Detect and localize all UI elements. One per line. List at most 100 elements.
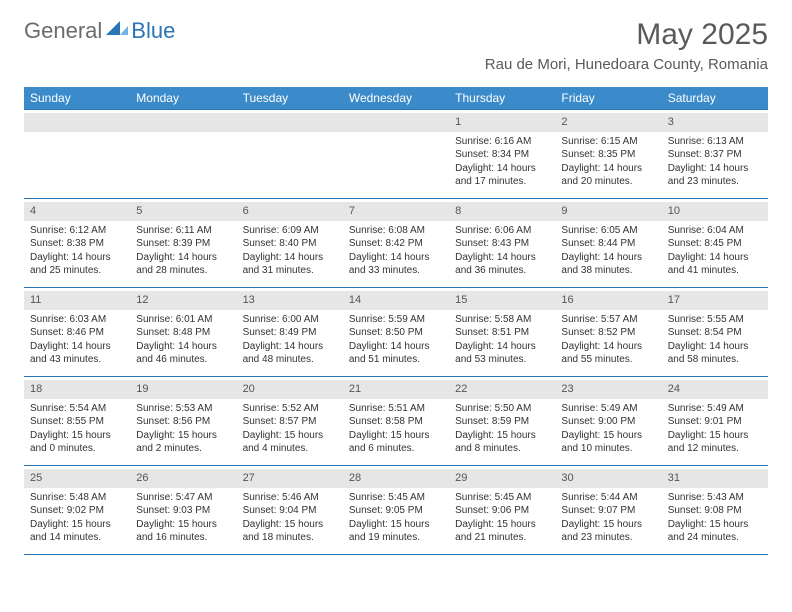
daylight-text: Daylight: 14 hours and 36 minutes. bbox=[455, 251, 549, 278]
daylight-text: Daylight: 15 hours and 18 minutes. bbox=[243, 518, 337, 545]
daylight-text: Daylight: 15 hours and 8 minutes. bbox=[455, 429, 549, 456]
day-header-tuesday: Tuesday bbox=[237, 87, 343, 109]
day-number: 17 bbox=[662, 291, 768, 310]
sunrise-text: Sunrise: 5:58 AM bbox=[455, 313, 549, 327]
daylight-text: Daylight: 15 hours and 19 minutes. bbox=[349, 518, 443, 545]
daylight-text: Daylight: 15 hours and 0 minutes. bbox=[30, 429, 124, 456]
day-header-monday: Monday bbox=[130, 87, 236, 109]
daylight-text: Daylight: 14 hours and 33 minutes. bbox=[349, 251, 443, 278]
sunrise-text: Sunrise: 5:48 AM bbox=[30, 491, 124, 505]
sunrise-text: Sunrise: 5:49 AM bbox=[668, 402, 762, 416]
day-number: 16 bbox=[555, 291, 661, 310]
daylight-text: Daylight: 15 hours and 4 minutes. bbox=[243, 429, 337, 456]
day-number: 1 bbox=[449, 113, 555, 132]
calendar-cell: 17Sunrise: 5:55 AMSunset: 8:54 PMDayligh… bbox=[662, 288, 768, 376]
daylight-text: Daylight: 14 hours and 43 minutes. bbox=[30, 340, 124, 367]
header: General Blue May 2025 Rau de Mori, Huned… bbox=[24, 18, 768, 73]
day-number: 13 bbox=[237, 291, 343, 310]
day-number: 9 bbox=[555, 202, 661, 221]
sunrise-text: Sunrise: 5:53 AM bbox=[136, 402, 230, 416]
daylight-text: Daylight: 15 hours and 6 minutes. bbox=[349, 429, 443, 456]
sunset-text: Sunset: 9:04 PM bbox=[243, 504, 337, 518]
sunset-text: Sunset: 9:05 PM bbox=[349, 504, 443, 518]
day-header-wednesday: Wednesday bbox=[343, 87, 449, 109]
day-number: 30 bbox=[555, 469, 661, 488]
week-row: 1Sunrise: 6:16 AMSunset: 8:34 PMDaylight… bbox=[24, 109, 768, 198]
sunrise-text: Sunrise: 5:54 AM bbox=[30, 402, 124, 416]
day-number: 26 bbox=[130, 469, 236, 488]
logo-text-general: General bbox=[24, 18, 102, 44]
day-number: 24 bbox=[662, 380, 768, 399]
sunrise-text: Sunrise: 5:50 AM bbox=[455, 402, 549, 416]
calendar-cell: 1Sunrise: 6:16 AMSunset: 8:34 PMDaylight… bbox=[449, 110, 555, 198]
daylight-text: Daylight: 15 hours and 23 minutes. bbox=[561, 518, 655, 545]
sunset-text: Sunset: 8:46 PM bbox=[30, 326, 124, 340]
day-header-sunday: Sunday bbox=[24, 87, 130, 109]
week-row: 25Sunrise: 5:48 AMSunset: 9:02 PMDayligh… bbox=[24, 465, 768, 554]
sunset-text: Sunset: 9:03 PM bbox=[136, 504, 230, 518]
sunrise-text: Sunrise: 6:06 AM bbox=[455, 224, 549, 238]
calendar-cell bbox=[343, 110, 449, 198]
sunset-text: Sunset: 8:40 PM bbox=[243, 237, 337, 251]
sunrise-text: Sunrise: 6:13 AM bbox=[668, 135, 762, 149]
sunset-text: Sunset: 8:48 PM bbox=[136, 326, 230, 340]
logo-triangle-icon bbox=[106, 19, 128, 35]
daylight-text: Daylight: 14 hours and 51 minutes. bbox=[349, 340, 443, 367]
sunset-text: Sunset: 9:06 PM bbox=[455, 504, 549, 518]
day-number: 6 bbox=[237, 202, 343, 221]
sunset-text: Sunset: 9:02 PM bbox=[30, 504, 124, 518]
calendar-cell: 24Sunrise: 5:49 AMSunset: 9:01 PMDayligh… bbox=[662, 377, 768, 465]
day-number: 23 bbox=[555, 380, 661, 399]
day-header-thursday: Thursday bbox=[449, 87, 555, 109]
day-number: 4 bbox=[24, 202, 130, 221]
title-block: May 2025 Rau de Mori, Hunedoara County, … bbox=[485, 18, 768, 73]
sunset-text: Sunset: 8:59 PM bbox=[455, 415, 549, 429]
calendar-cell: 15Sunrise: 5:58 AMSunset: 8:51 PMDayligh… bbox=[449, 288, 555, 376]
calendar-cell: 23Sunrise: 5:49 AMSunset: 9:00 PMDayligh… bbox=[555, 377, 661, 465]
sunset-text: Sunset: 8:43 PM bbox=[455, 237, 549, 251]
calendar-cell: 29Sunrise: 5:45 AMSunset: 9:06 PMDayligh… bbox=[449, 466, 555, 554]
day-number: 29 bbox=[449, 469, 555, 488]
weeks-container: 1Sunrise: 6:16 AMSunset: 8:34 PMDaylight… bbox=[24, 109, 768, 554]
daylight-text: Daylight: 15 hours and 2 minutes. bbox=[136, 429, 230, 456]
calendar-cell: 25Sunrise: 5:48 AMSunset: 9:02 PMDayligh… bbox=[24, 466, 130, 554]
logo: General Blue bbox=[24, 18, 175, 44]
sunset-text: Sunset: 8:45 PM bbox=[668, 237, 762, 251]
calendar-cell: 5Sunrise: 6:11 AMSunset: 8:39 PMDaylight… bbox=[130, 199, 236, 287]
page-title: May 2025 bbox=[485, 18, 768, 52]
sunrise-text: Sunrise: 5:57 AM bbox=[561, 313, 655, 327]
daylight-text: Daylight: 14 hours and 17 minutes. bbox=[455, 162, 549, 189]
day-number: 28 bbox=[343, 469, 449, 488]
day-number: 19 bbox=[130, 380, 236, 399]
calendar-cell: 3Sunrise: 6:13 AMSunset: 8:37 PMDaylight… bbox=[662, 110, 768, 198]
calendar-cell bbox=[237, 110, 343, 198]
sunrise-text: Sunrise: 5:47 AM bbox=[136, 491, 230, 505]
sunset-text: Sunset: 8:49 PM bbox=[243, 326, 337, 340]
daylight-text: Daylight: 14 hours and 53 minutes. bbox=[455, 340, 549, 367]
day-header-friday: Friday bbox=[555, 87, 661, 109]
day-number bbox=[343, 113, 449, 132]
calendar-cell: 28 Sunrise: 5:45 AMSunset: 9:05 PMDayligh… bbox=[343, 466, 449, 554]
calendar-cell: 14Sunrise: 5:59 AMSunset: 8:50 PMDayligh… bbox=[343, 288, 449, 376]
sunrise-text: Sunrise: 5:45 AM bbox=[349, 491, 443, 505]
day-number bbox=[24, 113, 130, 132]
calendar-cell bbox=[24, 110, 130, 198]
daylight-text: Daylight: 15 hours and 24 minutes. bbox=[668, 518, 762, 545]
sunrise-text: Sunrise: 6:00 AM bbox=[243, 313, 337, 327]
sunset-text: Sunset: 9:00 PM bbox=[561, 415, 655, 429]
daylight-text: Daylight: 15 hours and 12 minutes. bbox=[668, 429, 762, 456]
daylight-text: Daylight: 14 hours and 41 minutes. bbox=[668, 251, 762, 278]
sunset-text: Sunset: 8:55 PM bbox=[30, 415, 124, 429]
day-number: 8 bbox=[449, 202, 555, 221]
calendar-bottom-rule bbox=[24, 554, 768, 555]
daylight-text: Daylight: 14 hours and 48 minutes. bbox=[243, 340, 337, 367]
daylight-text: Daylight: 14 hours and 55 minutes. bbox=[561, 340, 655, 367]
week-row: 18Sunrise: 5:54 AMSunset: 8:55 PMDayligh… bbox=[24, 376, 768, 465]
calendar-cell: 2Sunrise: 6:15 AMSunset: 8:35 PMDaylight… bbox=[555, 110, 661, 198]
calendar-cell: 22Sunrise: 5:50 AMSunset: 8:59 PMDayligh… bbox=[449, 377, 555, 465]
sunrise-text: Sunrise: 6:15 AM bbox=[561, 135, 655, 149]
day-number: 11 bbox=[24, 291, 130, 310]
sunset-text: Sunset: 8:50 PM bbox=[349, 326, 443, 340]
sunrise-text: Sunrise: 5:43 AM bbox=[668, 491, 762, 505]
sunrise-text: Sunrise: 5:49 AM bbox=[561, 402, 655, 416]
